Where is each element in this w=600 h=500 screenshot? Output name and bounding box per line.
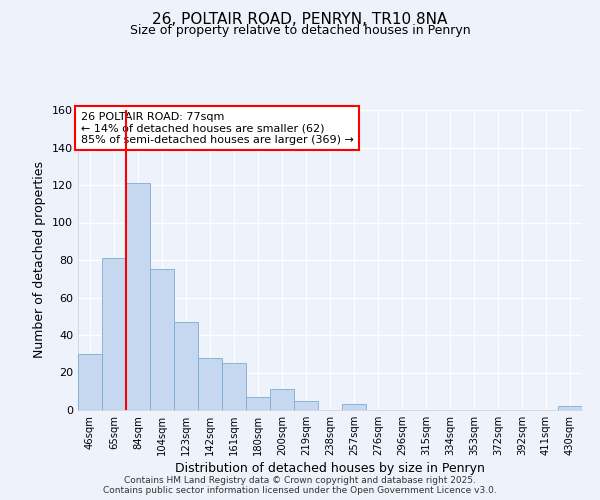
Bar <box>246 397 270 410</box>
X-axis label: Distribution of detached houses by size in Penryn: Distribution of detached houses by size … <box>175 462 485 475</box>
Text: Contains HM Land Registry data © Crown copyright and database right 2025.
Contai: Contains HM Land Registry data © Crown c… <box>103 476 497 495</box>
Bar <box>342 404 366 410</box>
Bar <box>78 354 102 410</box>
Y-axis label: Number of detached properties: Number of detached properties <box>34 162 46 358</box>
Text: 26 POLTAIR ROAD: 77sqm
← 14% of detached houses are smaller (62)
85% of semi-det: 26 POLTAIR ROAD: 77sqm ← 14% of detached… <box>80 112 353 144</box>
Bar <box>102 258 126 410</box>
Bar <box>558 406 582 410</box>
Bar <box>270 390 294 410</box>
Text: 26, POLTAIR ROAD, PENRYN, TR10 8NA: 26, POLTAIR ROAD, PENRYN, TR10 8NA <box>152 12 448 28</box>
Bar <box>198 358 222 410</box>
Bar <box>126 183 150 410</box>
Bar <box>222 363 246 410</box>
Bar <box>150 270 174 410</box>
Bar <box>174 322 198 410</box>
Bar <box>294 400 318 410</box>
Text: Size of property relative to detached houses in Penryn: Size of property relative to detached ho… <box>130 24 470 37</box>
